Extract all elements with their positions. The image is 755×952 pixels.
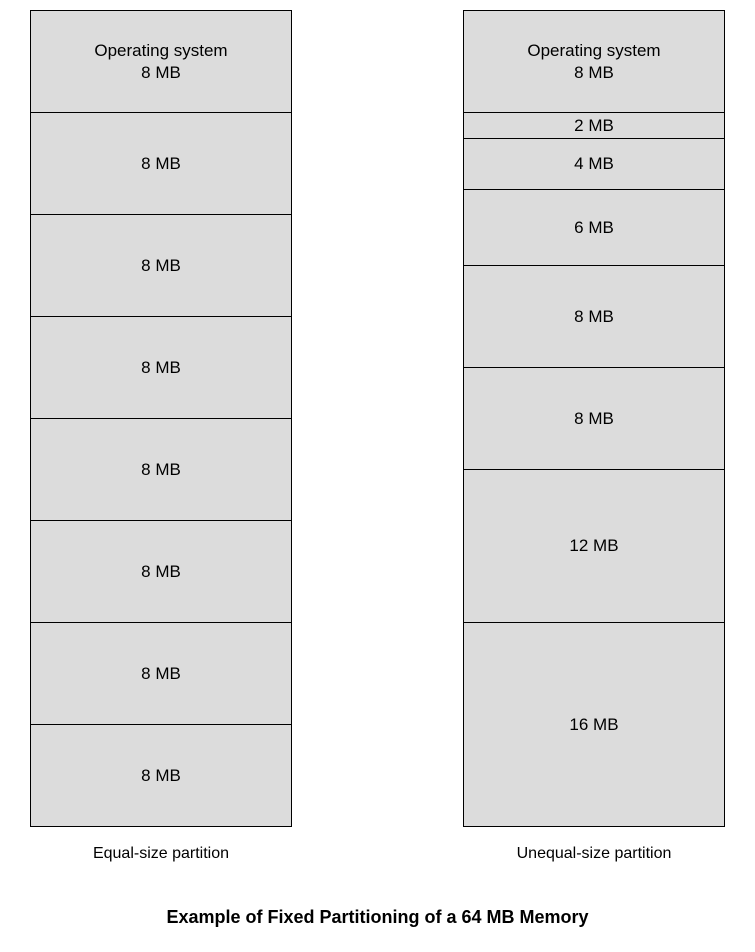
partition-cell: 8 MB: [464, 368, 724, 470]
partition-cell: Operating system8 MB: [31, 11, 291, 113]
partition-cell: Operating system8 MB: [464, 11, 724, 113]
partition-label: 2 MB: [574, 115, 614, 136]
right-sub-label: Unequal-size partition: [517, 845, 672, 863]
partition-cell: 2 MB: [464, 113, 724, 139]
partition-label: 6 MB: [574, 217, 614, 238]
partition-label: 8 MB: [141, 561, 181, 582]
partition-cell: 8 MB: [31, 419, 291, 521]
partition-label: 8 MB: [141, 153, 181, 174]
partition-cell: 8 MB: [31, 521, 291, 623]
left-column-wrap: Operating system8 MB8 MB8 MB8 MB8 MB8 MB…: [30, 10, 292, 863]
partition-label: 8 MB: [141, 459, 181, 480]
partition-label: 12 MB: [569, 535, 618, 556]
partition-cell: 6 MB: [464, 190, 724, 267]
partition-label: 4 MB: [574, 153, 614, 174]
partition-label: 8 MB: [141, 765, 181, 786]
partition-cell: 16 MB: [464, 623, 724, 827]
partition-cell: 8 MB: [31, 317, 291, 419]
partition-cell: 8 MB: [31, 623, 291, 725]
left-sub-label: Equal-size partition: [93, 845, 229, 863]
right-column: Operating system8 MB2 MB4 MB6 MB8 MB8 MB…: [463, 10, 725, 827]
partition-cell: 8 MB: [31, 215, 291, 317]
partition-label: 8 MB: [141, 62, 181, 83]
partition-cell: 8 MB: [31, 725, 291, 827]
partition-label: 8 MB: [141, 357, 181, 378]
diagram-title: Example of Fixed Partitioning of a 64 MB…: [0, 907, 755, 928]
partition-label: Operating system: [527, 40, 660, 61]
partition-label: 8 MB: [574, 62, 614, 83]
partition-label: 8 MB: [574, 306, 614, 327]
right-column-wrap: Operating system8 MB2 MB4 MB6 MB8 MB8 MB…: [463, 10, 725, 863]
partition-label: 8 MB: [141, 663, 181, 684]
partition-cell: 12 MB: [464, 470, 724, 623]
partition-label: Operating system: [94, 40, 227, 61]
partition-label: 8 MB: [141, 255, 181, 276]
partition-label: 8 MB: [574, 408, 614, 429]
partition-cell: 8 MB: [464, 266, 724, 368]
partition-cell: 8 MB: [31, 113, 291, 215]
diagram-container: Operating system8 MB8 MB8 MB8 MB8 MB8 MB…: [0, 0, 755, 863]
partition-label: 16 MB: [569, 714, 618, 735]
partition-cell: 4 MB: [464, 139, 724, 190]
left-column: Operating system8 MB8 MB8 MB8 MB8 MB8 MB…: [30, 10, 292, 827]
